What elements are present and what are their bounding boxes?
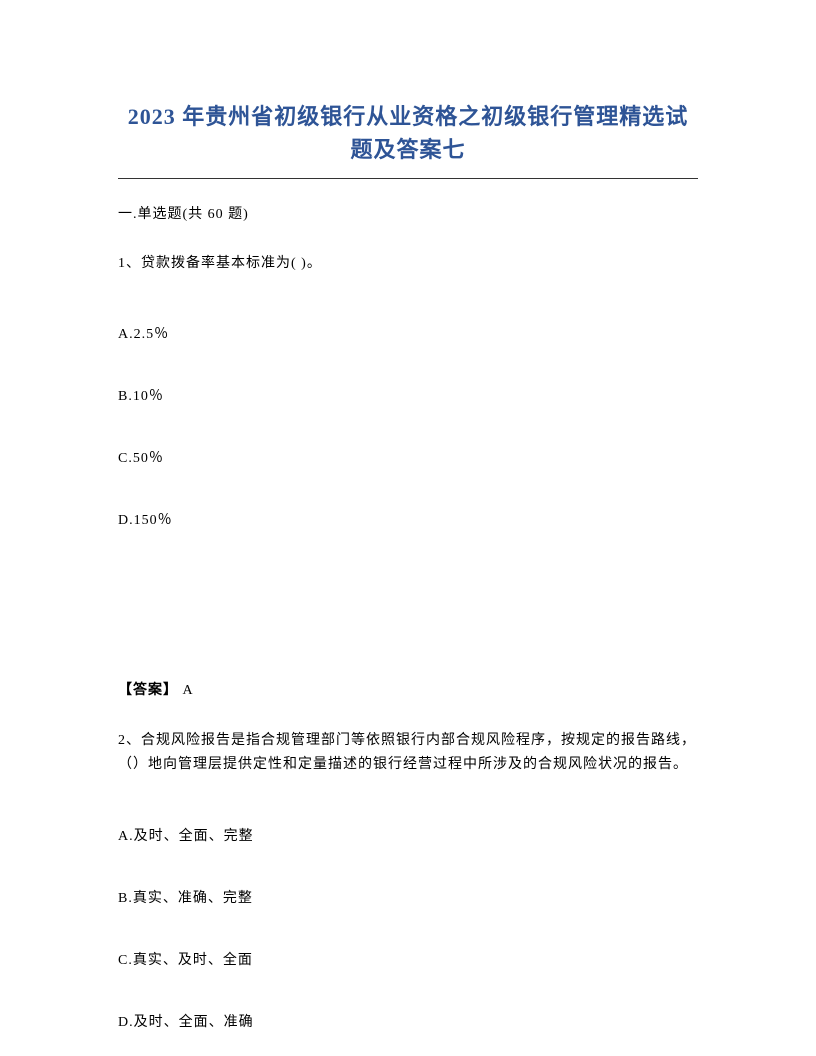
- question-1-option-a: A.2.5％: [118, 323, 698, 343]
- question-1-option-d: D.150％: [118, 509, 698, 529]
- title-divider: [118, 178, 698, 179]
- answer-value: A: [178, 683, 194, 698]
- section-header: 一.单选题(共 60 题): [118, 203, 698, 223]
- question-2-option-b: B.真实、准确、完整: [118, 887, 698, 907]
- question-2-option-d: D.及时、全面、准确: [118, 1011, 698, 1031]
- question-2-option-c: C.真实、及时、全面: [118, 949, 698, 969]
- document-title: 2023 年贵州省初级银行从业资格之初级银行管理精选试题及答案七: [118, 100, 698, 166]
- question-1-option-b: B.10％: [118, 385, 698, 405]
- answer-label: 【答案】: [118, 683, 178, 698]
- question-2-stem: 2、合规风险报告是指合规管理部门等依照银行内部合规风险程序，按规定的报告路线，（…: [118, 729, 698, 777]
- question-1-stem: 1、贷款拨备率基本标准为( )。: [118, 253, 698, 275]
- question-2-option-a: A.及时、全面、完整: [118, 825, 698, 845]
- question-1-option-c: C.50％: [118, 447, 698, 467]
- question-1-answer: 【答案】 A: [118, 679, 698, 699]
